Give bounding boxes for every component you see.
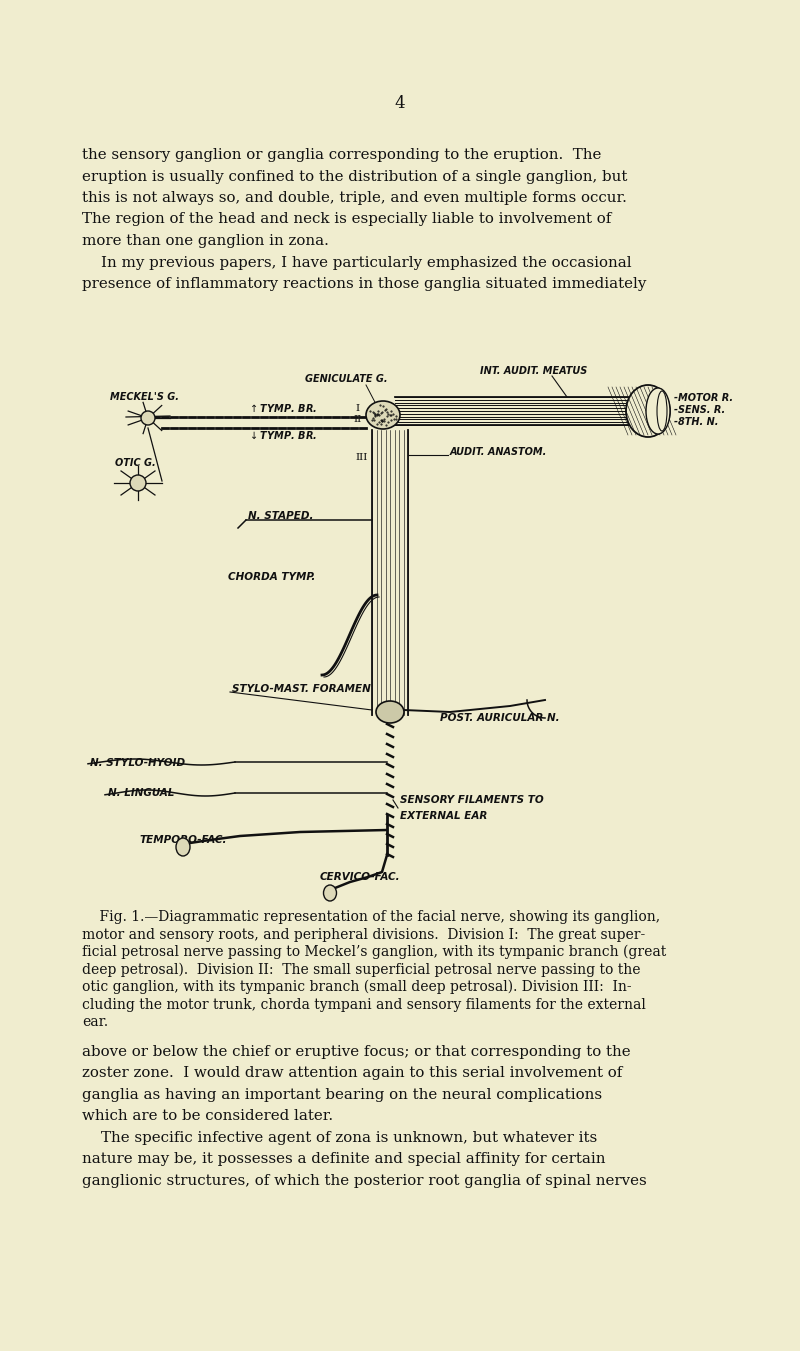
Text: OTIC G.: OTIC G. bbox=[115, 458, 156, 467]
Text: EXTERNAL EAR: EXTERNAL EAR bbox=[400, 811, 487, 821]
Text: nature may be, it possesses a definite and special affinity for certain: nature may be, it possesses a definite a… bbox=[82, 1152, 606, 1166]
Ellipse shape bbox=[323, 885, 337, 901]
Circle shape bbox=[141, 411, 155, 426]
Circle shape bbox=[130, 476, 146, 490]
Text: which are to be considered later.: which are to be considered later. bbox=[82, 1109, 333, 1124]
Text: eruption is usually confined to the distribution of a single ganglion, but: eruption is usually confined to the dist… bbox=[82, 169, 627, 184]
Text: POST. AURICULAR N.: POST. AURICULAR N. bbox=[440, 713, 560, 723]
Text: In my previous papers, I have particularly emphasized the occasional: In my previous papers, I have particular… bbox=[82, 255, 632, 269]
Text: cluding the motor trunk, chorda tympani and sensory filaments for the external: cluding the motor trunk, chorda tympani … bbox=[82, 997, 646, 1012]
Ellipse shape bbox=[626, 385, 670, 436]
Text: otic ganglion, with its tympanic branch (small deep petrosal). Division III:  In: otic ganglion, with its tympanic branch … bbox=[82, 979, 632, 994]
Text: N. STAPED.: N. STAPED. bbox=[248, 511, 314, 521]
Text: Fig. 1.—Diagrammatic representation of the facial nerve, showing its ganglion,: Fig. 1.—Diagrammatic representation of t… bbox=[82, 911, 660, 924]
Ellipse shape bbox=[366, 401, 400, 430]
Text: 4: 4 bbox=[394, 95, 406, 112]
Text: more than one ganglion in zona.: more than one ganglion in zona. bbox=[82, 234, 329, 249]
Ellipse shape bbox=[657, 390, 667, 431]
Ellipse shape bbox=[176, 838, 190, 857]
Text: this is not always so, and double, triple, and even multiple forms occur.: this is not always so, and double, tripl… bbox=[82, 190, 627, 205]
Text: zoster zone.  I would draw attention again to this serial involvement of: zoster zone. I would draw attention agai… bbox=[82, 1066, 622, 1081]
Text: $\downarrow$TYMP. BR.: $\downarrow$TYMP. BR. bbox=[248, 430, 317, 440]
Text: INT. AUDIT. MEATUS: INT. AUDIT. MEATUS bbox=[480, 366, 587, 376]
Text: motor and sensory roots, and peripheral divisions.  Division I:  The great super: motor and sensory roots, and peripheral … bbox=[82, 928, 646, 942]
Text: SENSORY FILAMENTS TO: SENSORY FILAMENTS TO bbox=[400, 794, 544, 805]
Text: -MOTOR R.: -MOTOR R. bbox=[674, 393, 733, 403]
Text: -SENS. R.: -SENS. R. bbox=[674, 405, 726, 415]
Text: N. LINGUAL: N. LINGUAL bbox=[108, 788, 174, 798]
Text: ficial petrosal nerve passing to Meckel’s ganglion, with its tympanic branch (gr: ficial petrosal nerve passing to Meckel’… bbox=[82, 944, 666, 959]
Text: the sensory ganglion or ganglia corresponding to the eruption.  The: the sensory ganglion or ganglia correspo… bbox=[82, 149, 602, 162]
Text: $\uparrow$TYMP. BR.: $\uparrow$TYMP. BR. bbox=[248, 403, 317, 413]
Ellipse shape bbox=[646, 388, 670, 434]
Text: CERVICO-FAC.: CERVICO-FAC. bbox=[320, 871, 401, 882]
Text: GENICULATE G.: GENICULATE G. bbox=[305, 374, 388, 384]
Text: III: III bbox=[356, 454, 368, 462]
Text: I: I bbox=[356, 404, 360, 413]
Ellipse shape bbox=[376, 701, 404, 723]
Text: The region of the head and neck is especially liable to involvement of: The region of the head and neck is espec… bbox=[82, 212, 611, 227]
Text: presence of inflammatory reactions in those ganglia situated immediately: presence of inflammatory reactions in th… bbox=[82, 277, 646, 290]
Text: ear.: ear. bbox=[82, 1015, 108, 1029]
Text: AUDIT. ANASTOM.: AUDIT. ANASTOM. bbox=[450, 447, 547, 457]
Text: ganglionic structures, of which the posterior root ganglia of spinal nerves: ganglionic structures, of which the post… bbox=[82, 1174, 646, 1188]
Text: N. STYLO-HYOID: N. STYLO-HYOID bbox=[90, 758, 185, 767]
Text: above or below the chief or eruptive focus; or that corresponding to the: above or below the chief or eruptive foc… bbox=[82, 1046, 630, 1059]
Text: STYLO-MAST. FORAMEN: STYLO-MAST. FORAMEN bbox=[232, 684, 370, 694]
Text: deep petrosal).  Division II:  The small superficial petrosal nerve passing to t: deep petrosal). Division II: The small s… bbox=[82, 962, 641, 977]
Text: TEMPORO-FAC.: TEMPORO-FAC. bbox=[140, 835, 227, 844]
Text: II: II bbox=[354, 415, 362, 424]
Text: MECKEL'S G.: MECKEL'S G. bbox=[110, 392, 179, 403]
Text: ganglia as having an important bearing on the neural complications: ganglia as having an important bearing o… bbox=[82, 1088, 602, 1102]
Text: CHORDA TYMP.: CHORDA TYMP. bbox=[228, 571, 315, 582]
Text: The specific infective agent of zona is unknown, but whatever its: The specific infective agent of zona is … bbox=[82, 1131, 598, 1146]
Text: -8TH. N.: -8TH. N. bbox=[674, 417, 718, 427]
